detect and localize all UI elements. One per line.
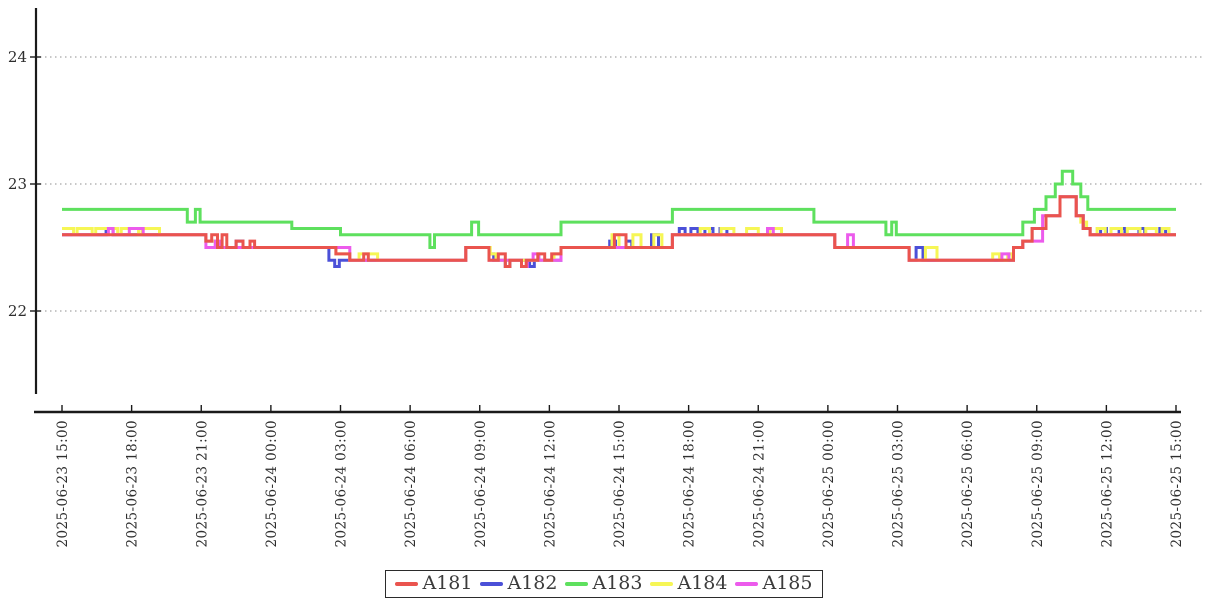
x-tick-label: 2025-06-23 21:00 (194, 420, 210, 547)
legend-label-A184: A184 (677, 572, 728, 594)
legend-item-A181: A181 (394, 572, 473, 594)
x-tick-label: 2025-06-24 12:00 (542, 420, 558, 547)
x-tick-label: 2025-06-24 00:00 (264, 420, 280, 547)
x-tick-label: 2025-06-24 15:00 (612, 420, 628, 547)
legend-item-A182: A182 (479, 572, 558, 594)
legend-swatch-A182 (479, 581, 503, 586)
x-tick-label: 2025-06-24 18:00 (682, 420, 698, 547)
legend-swatch-A185 (734, 581, 758, 586)
x-tick-label: 2025-06-25 03:00 (891, 420, 907, 547)
legend-item-A183: A183 (564, 572, 643, 594)
series-line-A185 (62, 195, 1176, 268)
y-tick-label: 23 (8, 175, 27, 193)
series-line-A183 (62, 169, 1176, 249)
legend-swatch-A183 (564, 581, 588, 586)
y-tick-label: 24 (8, 48, 27, 66)
series-line-A184 (62, 195, 1176, 262)
chart-legend: A181 A182 A183 A184 A185 (384, 570, 823, 598)
legend-label-A182: A182 (507, 572, 558, 594)
legend-item-A185: A185 (734, 572, 813, 594)
x-tick-label: 2025-06-25 15:00 (1169, 420, 1185, 547)
x-tick-label: 2025-06-23 15:00 (55, 420, 71, 547)
legend-label-A183: A183 (592, 572, 643, 594)
x-tick-label: 2025-06-25 12:00 (1099, 420, 1115, 547)
x-tick-label: 2025-06-23 18:00 (125, 420, 141, 547)
x-tick-label: 2025-06-24 09:00 (473, 420, 489, 547)
x-tick-label: 2025-06-25 00:00 (821, 420, 837, 547)
x-tick-label: 2025-06-24 21:00 (751, 420, 767, 547)
x-tick-label: 2025-06-25 09:00 (1030, 420, 1046, 547)
legend-item-A184: A184 (649, 572, 728, 594)
legend-label-A181: A181 (422, 572, 473, 594)
y-tick-label: 22 (8, 302, 27, 320)
legend-swatch-A184 (649, 581, 673, 586)
series-line-A181 (62, 195, 1176, 268)
legend-label-A185: A185 (762, 572, 813, 594)
x-tick-label: 2025-06-24 03:00 (334, 420, 350, 547)
legend-swatch-A181 (394, 581, 418, 586)
x-tick-label: 2025-06-25 06:00 (960, 420, 976, 547)
x-tick-label: 2025-06-24 06:00 (403, 420, 419, 547)
